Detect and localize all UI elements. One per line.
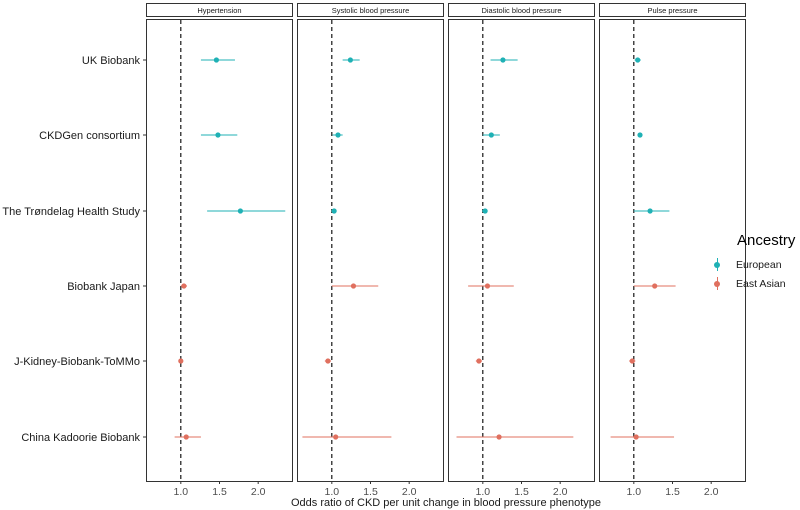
legend-key-east-asian (706, 274, 730, 293)
x-tick-label-pulse-pressure: 1.0 (627, 486, 642, 498)
point-hypertension-the-tr-ndelag-health-study (237, 208, 243, 214)
legend-key-european (706, 255, 730, 274)
panel-frame-hypertension (146, 19, 293, 482)
point-systolic-blood-pressure-j-kidney-biobank-tommo (325, 358, 331, 364)
legend-item-east-asian: East Asian (706, 274, 798, 293)
y-label-china-kadoorie-biobank: China Kadoorie Biobank (21, 432, 140, 444)
point-hypertension-china-kadoorie-biobank (183, 434, 189, 440)
x-tick-label-diastolic-blood-pressure: 1.0 (476, 486, 491, 498)
point-diastolic-blood-pressure-uk-biobank (500, 57, 506, 63)
point-diastolic-blood-pressure-the-tr-ndelag-health-study (482, 208, 488, 214)
point-diastolic-blood-pressure-biobank-japan (484, 283, 491, 289)
x-tick-label-hypertension: 1.0 (174, 486, 189, 498)
legend-label-european: European (736, 258, 782, 271)
legend-title: Ancestry (737, 232, 796, 249)
point-systolic-blood-pressure-ckdgen-consortium (335, 132, 341, 138)
point-diastolic-blood-pressure-ckdgen-consortium (488, 132, 494, 138)
y-label-ckdgen-consortium: CKDGen consortium (39, 130, 140, 142)
panel-title-systolic-blood-pressure: Systolic blood pressure (332, 6, 410, 15)
y-label-j-kidney-biobank-tommo: J-Kidney-Biobank-ToMMo (14, 356, 140, 368)
x-tick-label-hypertension: 2.0 (251, 486, 266, 498)
point-hypertension-uk-biobank (213, 57, 220, 63)
x-tick-label-diastolic-blood-pressure: 1.5 (514, 486, 529, 498)
point-pulse-pressure-china-kadoorie-biobank (633, 434, 639, 440)
panel-title-hypertension: Hypertension (197, 6, 241, 15)
point-pulse-pressure-ckdgen-consortium (637, 132, 643, 138)
point-pulse-pressure-j-kidney-biobank-tommo (629, 358, 635, 364)
x-tick-label-systolic-blood-pressure: 1.0 (325, 486, 340, 498)
point-diastolic-blood-pressure-china-kadoorie-biobank (496, 434, 502, 440)
panel-strip-hypertension (146, 3, 293, 17)
panel-title-pulse-pressure: Pulse pressure (647, 6, 697, 15)
panel-strip-diastolic-blood-pressure (448, 3, 595, 17)
panel-frame-systolic-blood-pressure (297, 19, 444, 482)
x-tick-label-pulse-pressure: 2.0 (704, 486, 719, 498)
point-systolic-blood-pressure-uk-biobank (347, 57, 353, 63)
y-label-biobank-japan: Biobank Japan (67, 281, 140, 293)
x-tick-label-hypertension: 1.5 (212, 486, 227, 498)
panel-strip-pulse-pressure (599, 3, 746, 17)
point-diastolic-blood-pressure-j-kidney-biobank-tommo (476, 358, 482, 364)
legend: Ancestry European East Asian (706, 232, 798, 293)
point-systolic-blood-pressure-the-tr-ndelag-health-study (331, 208, 337, 214)
y-label-uk-biobank: UK Biobank (82, 55, 141, 67)
point-systolic-blood-pressure-china-kadoorie-biobank (333, 434, 339, 440)
x-tick-label-pulse-pressure: 1.5 (665, 486, 680, 498)
point-pulse-pressure-the-tr-ndelag-health-study (647, 208, 653, 214)
panel-strip-systolic-blood-pressure (297, 3, 444, 17)
x-tick-label-systolic-blood-pressure: 1.5 (363, 486, 378, 498)
y-label-the-tr-ndelag-health-study: The Trøndelag Health Study (2, 206, 140, 218)
point-hypertension-biobank-japan (181, 283, 187, 289)
point-hypertension-j-kidney-biobank-tommo (178, 358, 184, 364)
point-systolic-blood-pressure-biobank-japan (350, 283, 357, 289)
x-tick-label-diastolic-blood-pressure: 2.0 (553, 486, 568, 498)
point-hypertension-ckdgen-consortium (215, 132, 221, 138)
panel-title-diastolic-blood-pressure: Diastolic blood pressure (481, 6, 561, 15)
legend-label-east-asian: East Asian (736, 277, 786, 290)
x-axis-title: Odds ratio of CKD per unit change in blo… (291, 497, 601, 509)
panel-frame-diastolic-blood-pressure (448, 19, 595, 482)
legend-item-european: European (706, 255, 798, 274)
point-pulse-pressure-biobank-japan (652, 283, 658, 289)
point-pulse-pressure-uk-biobank (635, 57, 641, 63)
x-tick-label-systolic-blood-pressure: 2.0 (402, 486, 417, 498)
